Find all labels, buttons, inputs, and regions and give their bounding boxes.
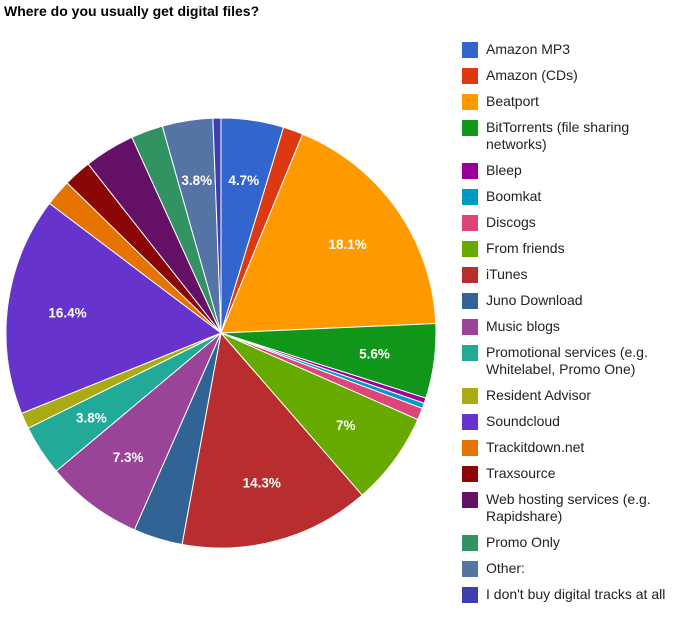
legend-item[interactable]: Beatport <box>462 93 692 110</box>
legend-label: From friends <box>486 240 565 256</box>
legend-swatch <box>462 440 478 456</box>
legend-swatch <box>462 267 478 283</box>
pie-slice-labels: 4.7% 18.1% 5.6% 7% 14.3% 7.3% 3.8% 16.4% 3.8% <box>48 173 390 490</box>
legend-label: Bleep <box>486 162 522 178</box>
legend-item[interactable]: Bleep <box>462 162 692 179</box>
legend-label: Resident Advisor <box>486 387 592 403</box>
legend-label: Traxsource <box>486 465 556 481</box>
legend-item[interactable]: Amazon (CDs) <box>462 67 692 84</box>
legend-swatch <box>462 163 478 179</box>
legend-item[interactable]: Discogs <box>462 214 692 231</box>
legend-label: Web hosting services (e.g. Rapidshare) <box>486 491 651 524</box>
legend-swatch <box>462 68 478 84</box>
legend-swatch <box>462 587 478 603</box>
legend-label: Amazon (CDs) <box>486 67 578 83</box>
legend-label: Other: <box>486 560 525 576</box>
slice-percent-label: 3.8% <box>76 411 107 426</box>
legend-swatch <box>462 241 478 257</box>
legend-item[interactable]: I don't buy digital tracks at all <box>462 586 692 603</box>
chart-legend: Amazon MP3 Amazon (CDs) Beatport BitTorr… <box>462 41 692 612</box>
legend-item[interactable]: BitTorrents (file sharing networks) <box>462 119 692 153</box>
legend-swatch <box>462 561 478 577</box>
legend-swatch <box>462 189 478 205</box>
legend-item[interactable]: Boomkat <box>462 188 692 205</box>
pie-slice[interactable] <box>55 332 222 531</box>
legend-item[interactable]: Resident Advisor <box>462 387 692 404</box>
legend-item[interactable]: Juno Download <box>462 292 692 309</box>
legend-item[interactable]: Amazon MP3 <box>462 41 692 58</box>
legend-item[interactable]: Traxsource <box>462 465 692 482</box>
legend-label: BitTorrents (file sharing networks) <box>486 119 630 152</box>
legend-swatch <box>462 215 478 231</box>
chart-title: Where do you usually get digital files? <box>4 3 260 19</box>
legend-label: Promo Only <box>486 534 560 550</box>
slice-percent-label: 4.7% <box>228 173 259 188</box>
legend-swatch <box>462 94 478 110</box>
legend-label: Promotional services (e.g. Whitelabel, P… <box>486 344 648 377</box>
legend-label: I don't buy digital tracks at all <box>486 586 666 602</box>
legend-label: Discogs <box>486 214 536 230</box>
slice-percent-label: 7% <box>336 418 356 433</box>
pie-slice[interactable] <box>181 331 363 549</box>
legend-label: Music blogs <box>486 318 560 334</box>
legend-label: Boomkat <box>486 188 542 204</box>
legend-swatch <box>462 388 478 404</box>
pie-slice[interactable] <box>5 202 223 415</box>
legend-swatch <box>462 414 478 430</box>
legend-item[interactable]: Soundcloud <box>462 413 692 430</box>
legend-swatch <box>462 120 478 136</box>
pie-slice[interactable] <box>212 117 222 334</box>
slice-percent-label: 18.1% <box>328 237 366 252</box>
pie-slices <box>5 117 437 549</box>
legend-label: Beatport <box>486 93 539 109</box>
legend-item[interactable]: Other: <box>462 560 692 577</box>
slice-percent-label: 14.3% <box>243 475 281 490</box>
legend-item[interactable]: Promo Only <box>462 534 692 551</box>
legend-label: Juno Download <box>486 292 583 308</box>
legend-swatch <box>462 492 478 508</box>
legend-label: Trackitdown.net <box>486 439 585 455</box>
legend-swatch <box>462 345 478 361</box>
legend-item[interactable]: From friends <box>462 240 692 257</box>
slice-percent-label: 5.6% <box>359 346 390 361</box>
pie-slice[interactable] <box>220 133 437 334</box>
legend-item[interactable]: Promotional services (e.g. Whitelabel, P… <box>462 344 692 378</box>
legend-swatch <box>462 535 478 551</box>
legend-label: iTunes <box>486 266 528 282</box>
slice-percent-label: 7.3% <box>113 450 144 465</box>
slice-percent-label: 3.8% <box>181 173 212 188</box>
legend-swatch <box>462 293 478 309</box>
legend-item[interactable]: Web hosting services (e.g. Rapidshare) <box>462 491 692 525</box>
legend-swatch <box>462 42 478 58</box>
slice-percent-label: 16.4% <box>48 306 86 321</box>
legend-label: Amazon MP3 <box>486 41 571 57</box>
legend-item[interactable]: Trackitdown.net <box>462 439 692 456</box>
legend-item[interactable]: iTunes <box>462 266 692 283</box>
legend-label: Soundcloud <box>486 413 560 429</box>
pie-chart: 4.7% 18.1% 5.6% 7% 14.3% 7.3% 3.8% 16.4% 3.8% <box>5 117 437 549</box>
legend-swatch <box>462 466 478 482</box>
legend-swatch <box>462 319 478 335</box>
legend-item[interactable]: Music blogs <box>462 318 692 335</box>
